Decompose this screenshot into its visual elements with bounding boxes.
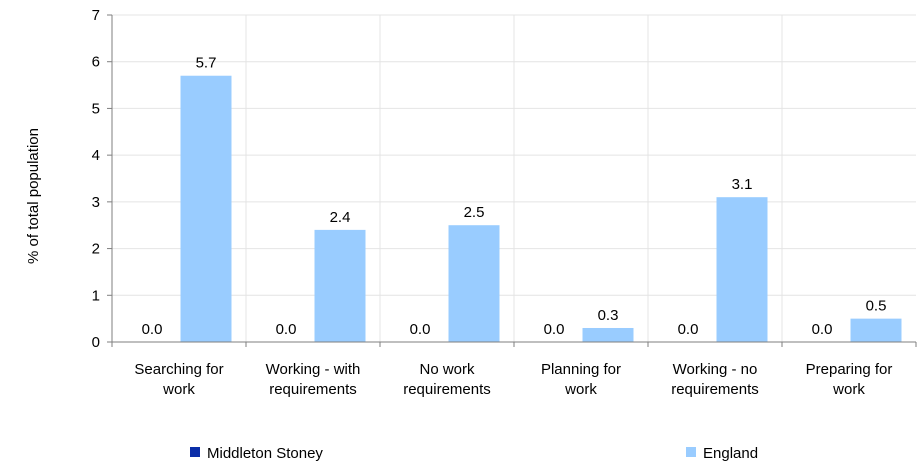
bars — [180, 75, 902, 342]
legend-swatch — [686, 447, 696, 457]
data-label: 0.3 — [598, 307, 619, 324]
bar — [582, 327, 634, 342]
data-label: 0.0 — [410, 321, 431, 338]
data-label: 0.0 — [678, 321, 699, 338]
data-label: 3.1 — [732, 176, 753, 193]
y-tick-label: 0 — [92, 334, 100, 351]
data-label: 0.0 — [276, 321, 297, 338]
category-label: work — [832, 381, 865, 398]
category-label: Searching for — [134, 361, 223, 378]
legend-swatch — [190, 447, 200, 457]
y-tick-label: 5 — [92, 100, 100, 117]
bar — [850, 318, 902, 342]
y-tick-label: 2 — [92, 241, 100, 258]
y-tick-label: 3 — [92, 194, 100, 211]
category-label: work — [162, 381, 195, 398]
category-label: requirements — [671, 381, 759, 398]
data-labels: 0.0 0.0 0.0 0.0 0.0 0.0 5.7 2.4 2.5 0.3 3.1 0.5 — [142, 55, 887, 338]
data-label: 0.5 — [866, 298, 887, 315]
bar — [716, 197, 768, 342]
x-axis-categories: Searching for work Working - with requireme… — [134, 361, 892, 398]
legend-label: Middleton Stoney — [207, 445, 323, 462]
y-axis-ticks: 0 1 2 3 4 5 6 7 — [92, 7, 112, 351]
data-label: 2.4 — [330, 209, 351, 226]
category-label: requirements — [403, 381, 491, 398]
bar — [180, 75, 232, 342]
legend: Middleton Stoney England — [190, 445, 758, 462]
category-label: Working - with — [266, 361, 361, 378]
bar — [314, 229, 366, 342]
category-label: Working - no — [673, 361, 758, 378]
category-label: work — [564, 381, 597, 398]
data-label: 2.5 — [464, 204, 485, 221]
category-label: requirements — [269, 381, 357, 398]
legend-label: England — [703, 445, 758, 462]
data-label: 0.0 — [544, 321, 565, 338]
data-label: 5.7 — [196, 55, 217, 72]
category-label: No work — [419, 361, 475, 378]
category-label: Preparing for — [806, 361, 893, 378]
category-label: Planning for — [541, 361, 621, 378]
y-axis-label: % of total population — [25, 128, 42, 264]
gridlines — [112, 14, 916, 342]
y-tick-label: 1 — [92, 287, 100, 304]
y-tick-label: 6 — [92, 54, 100, 71]
y-tick-label: 4 — [92, 147, 100, 164]
data-label: 0.0 — [812, 321, 833, 338]
bar — [448, 225, 500, 342]
axes — [111, 15, 917, 347]
y-tick-label: 7 — [92, 7, 100, 24]
data-label: 0.0 — [142, 321, 163, 338]
